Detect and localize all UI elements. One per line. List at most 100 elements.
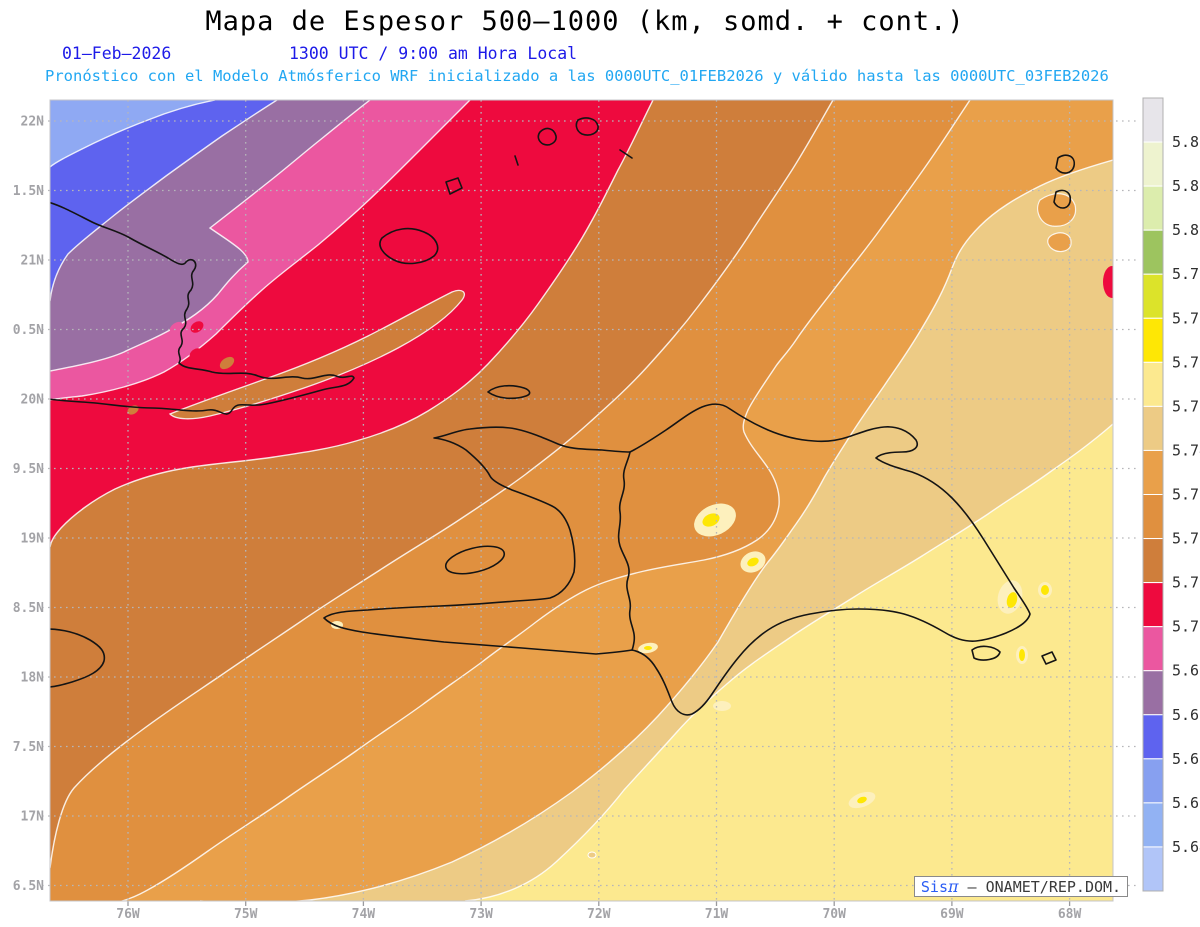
latlon-grid [42, 100, 1136, 906]
colorbar-cell [1142, 405, 1164, 451]
contour-blob [190, 321, 204, 333]
haiti-dr-border [617, 451, 636, 651]
contour-blob [587, 851, 597, 859]
pi-symbol: π [948, 877, 959, 896]
colorbar-frame [1142, 97, 1164, 892]
warm-spot-cores [644, 513, 1049, 804]
contour-line [50, 100, 471, 401]
colorbar-cell [1142, 317, 1164, 363]
y-axis-label: 7.5N [13, 740, 44, 755]
saona-island [971, 645, 1001, 661]
colorbar-label: 5.831 [1172, 133, 1200, 151]
contour-blob [219, 356, 235, 370]
valid-date: 01–Feb–2026 [62, 44, 172, 63]
x-axis-label: 75W [234, 907, 258, 922]
colorbar-label: 5.772 [1172, 353, 1200, 371]
colorbar-cell [1142, 626, 1164, 672]
colorbar-label: 5.736 [1172, 486, 1200, 504]
colorbar-cell [1142, 494, 1164, 540]
colorbar-label: 5.724 [1172, 530, 1200, 548]
colorbar-cell [1142, 185, 1164, 231]
date-time-line: 01–Feb–2026 1300 UTC / 9:00 am Hora Loca… [0, 44, 1200, 64]
contour-blob [189, 348, 203, 360]
cuba-coastline [50, 201, 355, 415]
y-axis-label: 17N [21, 810, 45, 825]
gonave-island [444, 545, 506, 575]
little-inagua-island [445, 177, 463, 195]
contour-line [50, 100, 371, 372]
colorbar: 5.831 5.819 5.807 5.795 5.783 5.772 5.76 5.748 5… [1142, 97, 1200, 892]
colorbar-label: 5.64 [1172, 838, 1200, 856]
ne-cay [1053, 189, 1072, 209]
contour-line [200, 159, 1113, 901]
x-axis-label: 68W [1058, 907, 1082, 922]
colorbar-cell [1142, 273, 1164, 319]
x-axis-labels: 76W 75W 74W 73W 72W 71W 70W 69W 68W [116, 907, 1081, 922]
colorbar-cell [1142, 758, 1164, 804]
y-axis-label: 1.5N [13, 184, 44, 199]
colorbar-cell [1142, 97, 1164, 143]
watermark-brand: Sis [920, 878, 948, 896]
colorbar-cell [1142, 846, 1164, 892]
y-axis-labels: 22N 1.5N 21N 0.5N 20N 9.5N 19N 8.5N 18N 7.5N 17N 6.… [13, 115, 44, 895]
jamaica-coastline [50, 628, 106, 688]
y-axis-label: 22N [21, 115, 45, 130]
y-axis-label: 0.5N [13, 323, 44, 338]
band-fill [50, 100, 215, 167]
contour-blob [1037, 193, 1077, 227]
x-axis-label: 73W [469, 907, 493, 922]
colorbar-cell [1142, 582, 1164, 628]
valid-time: 1300 UTC / 9:00 am Hora Local [289, 44, 578, 63]
colorbar-label: 5.652 [1172, 794, 1200, 812]
colorbar-label: 5.819 [1172, 177, 1200, 195]
colorbar-label: 5.676 [1172, 706, 1200, 724]
plot-border [49, 99, 1114, 902]
small-cay [514, 155, 519, 166]
contour-blob [1047, 232, 1072, 253]
great-inagua-island [379, 227, 439, 265]
ne-cay [1055, 154, 1076, 174]
colorbar-label: 5.688 [1172, 662, 1200, 680]
y-axis-label: 6.5N [13, 879, 44, 894]
turks-caicos-island [619, 149, 633, 159]
colorbar-label: 5.712 [1172, 574, 1200, 592]
x-axis-label: 74W [352, 907, 376, 922]
colorbar-label: 5.76 [1172, 397, 1200, 415]
contour-line [119, 100, 971, 901]
colorbar-label: 5.795 [1172, 265, 1200, 283]
colorbar-cell [1142, 229, 1164, 275]
y-axis-label: 19N [21, 532, 45, 547]
x-axis-label: 71W [705, 907, 729, 922]
colorbar-cell [1142, 538, 1164, 584]
forecast-note: Pronóstico con el Modelo Atmósferico WRF… [45, 67, 1109, 85]
contour-detail-features [127, 193, 1113, 859]
y-axis-label: 20N [21, 393, 45, 408]
colorbar-cell [1142, 714, 1164, 760]
contour-fill-bands [50, 100, 1113, 901]
colorbar-label: 5.807 [1172, 221, 1200, 239]
colorbar-cell [1142, 449, 1164, 496]
contour-line [50, 100, 834, 869]
contour-fill-tongue [168, 289, 466, 420]
contour-line [50, 100, 216, 168]
contour-line [464, 423, 1113, 901]
turks-caicos-island [575, 117, 599, 136]
colorbar-label: 5.664 [1172, 750, 1200, 768]
y-axis-label: 8.5N [13, 601, 44, 616]
turks-caicos-island [537, 127, 557, 146]
x-axis-label: 76W [116, 907, 140, 922]
colorbar-label: 5.7 [1172, 618, 1199, 636]
mona-island [1041, 651, 1057, 665]
contour-blob [169, 321, 183, 333]
colorbar-cell [1142, 802, 1164, 848]
colorbar-cell [1142, 670, 1164, 716]
colorbar-cell [1142, 361, 1164, 407]
colorbar-cell [1142, 141, 1164, 187]
y-axis-label: 21N [21, 254, 45, 269]
watermark: Sisπ – ONAMET/REP.DOM. [914, 876, 1128, 897]
contour-blob [1103, 266, 1113, 298]
colorbar-label: 5.748 [1172, 441, 1200, 459]
watermark-org: ONAMET/REP.DOM. [985, 878, 1122, 896]
